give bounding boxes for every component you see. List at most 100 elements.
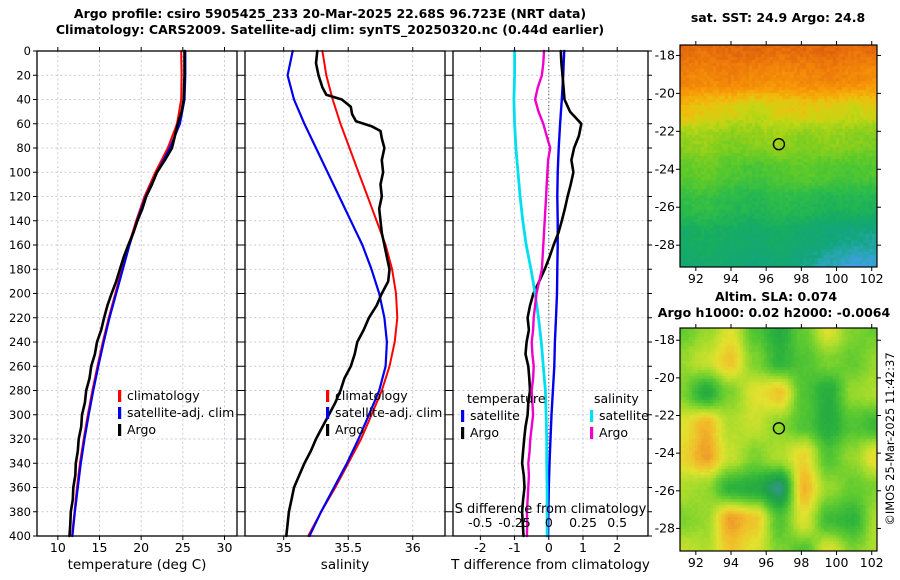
temperature-axis-label: temperature (deg C): [68, 557, 207, 573]
difference-s-argo-line: [525, 49, 552, 538]
map-ticks: [676, 41, 881, 271]
legend-label: satellite-adj. clim: [335, 405, 442, 420]
svg-text:0: 0: [545, 515, 553, 530]
axis-ticks: [241, 47, 449, 540]
legend-title: temperature: [467, 391, 546, 406]
salinity-panel: 35 35.5 36 salinity climatology satellite-adj…: [241, 47, 449, 573]
temperature-argo-line: [68, 49, 186, 538]
svg-text:40: 40: [16, 93, 31, 107]
s-axis-tick-labels: -0.5 -0.25 0 0.25 0.5: [468, 515, 627, 530]
svg-text:-0.5: -0.5: [468, 515, 492, 530]
svg-text:-18: -18: [655, 47, 675, 62]
temperature-panel: 10 15 20 25 30020406080100120140160180200220…: [9, 44, 241, 573]
difference-panel: -2 -1 0 1 2 T difference from climatology temp…: [449, 47, 652, 573]
svg-text:20: 20: [16, 68, 31, 82]
svg-text:98: 98: [793, 555, 809, 570]
svg-text:-20: -20: [655, 85, 675, 100]
x-tick-labels: 10 15 20 25 30: [50, 540, 233, 555]
svg-text:-28: -28: [655, 237, 675, 252]
svg-text:15: 15: [92, 540, 108, 555]
svg-text:220: 220: [9, 311, 31, 325]
imos-watermark: ©IMOS 25-Mar-2025 11:42:37: [883, 352, 897, 526]
s-axis-label: S difference from climatology: [455, 502, 647, 517]
svg-text:-22: -22: [655, 123, 675, 138]
svg-text:-0.25: -0.25: [498, 515, 530, 530]
svg-text:0.5: 0.5: [607, 515, 627, 530]
difference-s-satellite-line: [512, 49, 549, 538]
svg-text:-24: -24: [655, 445, 675, 460]
salinity-climatology-line: [307, 50, 399, 537]
svg-text:100: 100: [825, 555, 849, 570]
svg-text:-1: -1: [508, 540, 520, 555]
salinity-argo-line: [284, 49, 391, 538]
legend-label: Argo: [470, 425, 499, 440]
svg-text:240: 240: [9, 335, 31, 349]
legend-line-sample: [590, 410, 594, 422]
svg-text:400: 400: [9, 529, 31, 543]
svg-text:80: 80: [16, 141, 31, 155]
svg-text:-26: -26: [655, 199, 675, 214]
svg-text:380: 380: [9, 505, 31, 519]
legend-label: satellite-adj. clim: [127, 405, 234, 420]
sst-map-border: [679, 44, 878, 268]
legend-line-sample: [118, 407, 122, 419]
svg-text:35: 35: [276, 540, 292, 555]
svg-text:160: 160: [9, 238, 31, 252]
map-lon-tick-labels: 92 94 96 98 100 102: [688, 555, 884, 570]
sla-map-title-line2: Argo h1000: 0.02 h2000: -0.0064: [657, 305, 891, 320]
svg-text:102: 102: [860, 271, 884, 286]
figure-title-line2: Climatology: CARS2009. Satellite-adj cli…: [55, 22, 605, 37]
temperature-legend: climatology satellite-adj. clim Argo: [118, 388, 234, 437]
svg-text:-18: -18: [655, 332, 675, 347]
svg-text:300: 300: [9, 408, 31, 422]
legend-line-sample: [326, 407, 330, 419]
svg-text:0: 0: [24, 44, 31, 58]
legend-line-sample: [461, 410, 465, 422]
difference-legend: salinity satellite Argo: [590, 391, 649, 440]
svg-text:1: 1: [579, 540, 587, 555]
sst-map-image: [680, 45, 877, 267]
figure-title-line1: Argo profile: csiro 5905425_233 20-Mar-2…: [73, 6, 587, 21]
sla-map-image: [680, 328, 877, 551]
svg-text:260: 260: [9, 359, 31, 373]
svg-text:0: 0: [545, 540, 553, 555]
difference-axis-label: T difference from climatology: [450, 557, 650, 573]
legend-line-sample: [590, 427, 594, 439]
svg-text:-2: -2: [474, 540, 486, 555]
svg-text:60: 60: [16, 117, 31, 131]
legend-line-sample: [118, 390, 122, 402]
svg-text:200: 200: [9, 287, 31, 301]
svg-text:180: 180: [9, 262, 31, 276]
legend-title: salinity: [594, 391, 639, 406]
sla-map-border: [679, 327, 878, 552]
salinity-axes-box: [244, 50, 446, 537]
legend-label: climatology: [127, 388, 200, 403]
legend-label: Argo: [335, 422, 364, 437]
legend-label: Argo: [599, 425, 628, 440]
svg-text:-26: -26: [655, 483, 675, 498]
depth-tick-labels: 0 20 40 60 80 100 120 140 160 180 200 220 240 260 280 3…: [9, 44, 31, 543]
legend-line-sample: [326, 390, 330, 402]
svg-text:360: 360: [9, 481, 31, 495]
svg-text:96: 96: [758, 555, 774, 570]
svg-text:94: 94: [723, 271, 739, 286]
legend-label: climatology: [335, 388, 408, 403]
map-ticks: [676, 324, 881, 555]
svg-text:92: 92: [688, 555, 704, 570]
sst-map-title: sat. SST: 24.9 Argo: 24.8: [690, 10, 866, 25]
axis-ticks: [33, 47, 241, 540]
salinity-satellite-adj-clim-line: [286, 49, 388, 538]
svg-text:340: 340: [9, 456, 31, 470]
grid-lines: [245, 50, 445, 537]
axis-ticks: [449, 47, 652, 540]
svg-text:320: 320: [9, 432, 31, 446]
difference-legend: temperature satellite Argo: [461, 391, 546, 440]
temperature-axes-box: [36, 50, 238, 537]
legend-label: Argo: [127, 422, 156, 437]
svg-text:98: 98: [793, 271, 809, 286]
svg-text:36: 36: [405, 540, 421, 555]
svg-text:25: 25: [175, 540, 191, 555]
svg-text:0.25: 0.25: [569, 515, 597, 530]
